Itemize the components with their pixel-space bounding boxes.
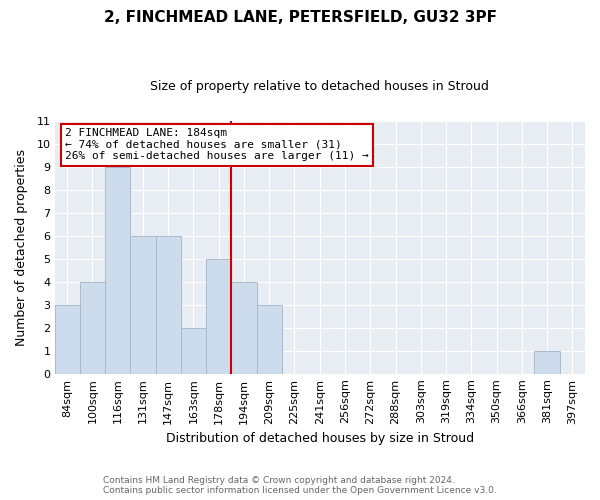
Bar [55,305,80,374]
Bar [232,282,257,374]
Bar [130,236,155,374]
Bar [535,352,560,374]
Bar [155,236,181,374]
Bar [181,328,206,374]
Text: 2 FINCHMEAD LANE: 184sqm
← 74% of detached houses are smaller (31)
26% of semi-d: 2 FINCHMEAD LANE: 184sqm ← 74% of detach… [65,128,369,162]
Text: Contains HM Land Registry data © Crown copyright and database right 2024.
Contai: Contains HM Land Registry data © Crown c… [103,476,497,495]
Bar [80,282,105,374]
Title: Size of property relative to detached houses in Stroud: Size of property relative to detached ho… [151,80,489,93]
Y-axis label: Number of detached properties: Number of detached properties [15,149,28,346]
X-axis label: Distribution of detached houses by size in Stroud: Distribution of detached houses by size … [166,432,474,445]
Text: 2, FINCHMEAD LANE, PETERSFIELD, GU32 3PF: 2, FINCHMEAD LANE, PETERSFIELD, GU32 3PF [104,10,497,25]
Bar [206,259,232,374]
Bar [257,305,282,374]
Bar [105,166,130,374]
